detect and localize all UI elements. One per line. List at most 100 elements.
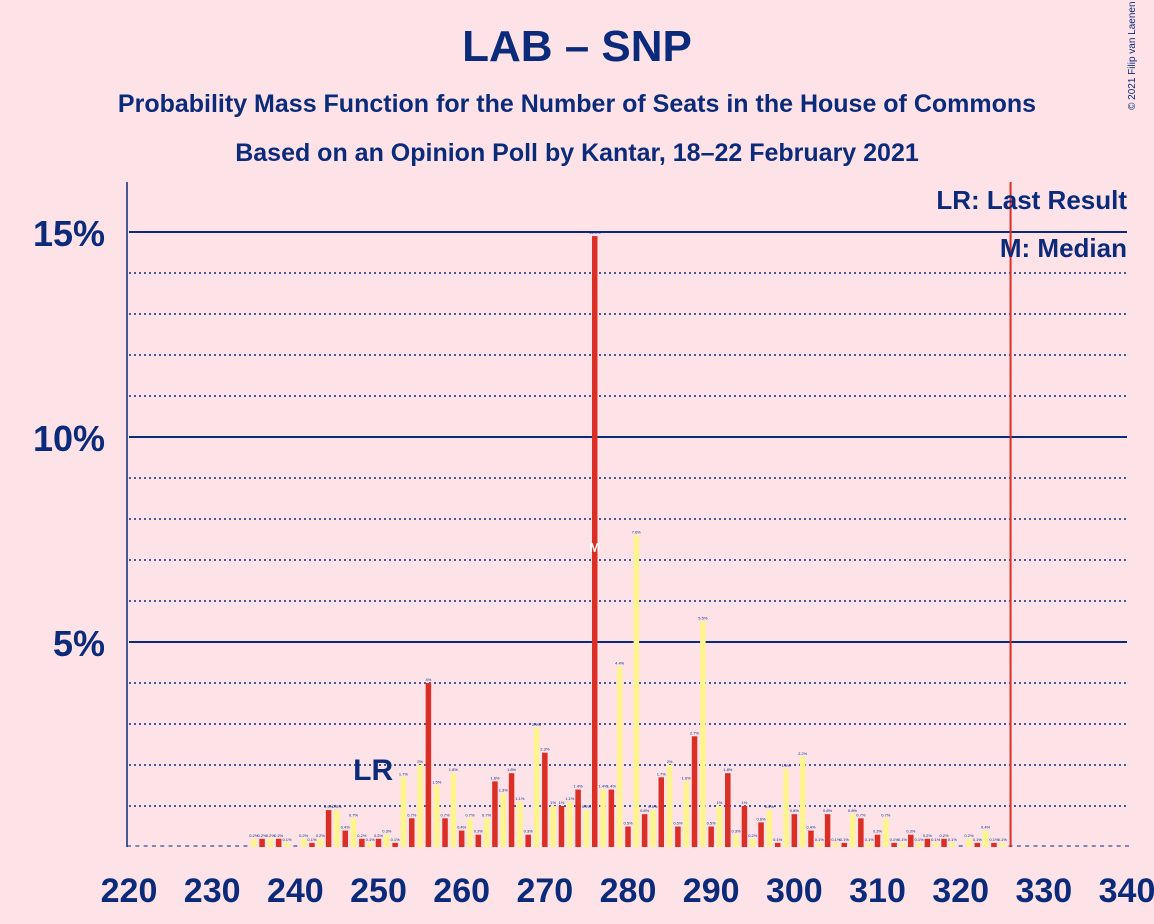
x-tick-label: 290	[683, 872, 740, 910]
bar	[783, 769, 789, 847]
x-tick-label: 260	[433, 872, 490, 910]
bar-value-label: 0.1%	[948, 837, 958, 842]
bar-value-label: 2%	[667, 759, 673, 764]
bar-value-label: 0.1%	[915, 837, 925, 842]
bar-value-label: 1.5%	[432, 780, 442, 785]
bar	[999, 842, 1005, 847]
bar-value-label: 0.2%	[374, 833, 384, 838]
bar	[409, 818, 415, 847]
bar-value-label: 2.3%	[540, 747, 550, 752]
bar	[567, 801, 573, 847]
bar	[625, 826, 631, 847]
x-tick-label: 220	[101, 872, 158, 910]
bar	[683, 781, 689, 847]
bar	[492, 781, 498, 847]
bar	[666, 765, 673, 847]
bar	[816, 842, 823, 847]
legend-last-result: LR: Last Result	[936, 185, 1127, 215]
median-marker: M	[589, 540, 600, 555]
bar	[591, 236, 598, 848]
bar-value-label: 0.8%	[823, 808, 833, 813]
bar	[550, 806, 556, 847]
bar	[758, 822, 764, 847]
bar	[608, 789, 615, 847]
bar-value-label: 0.1%	[865, 837, 875, 842]
bar-value-label: 0.3%	[732, 829, 742, 834]
bar-value-label: 1.6%	[490, 775, 500, 780]
bar-value-label: 0.7%	[881, 812, 891, 817]
bar-value-label: 1.9%	[781, 763, 791, 768]
bar	[966, 838, 972, 847]
bar	[542, 752, 548, 847]
bar	[359, 838, 365, 847]
bar-value-label: 2.7%	[690, 730, 700, 735]
bar-value-label: 0.1%	[840, 837, 850, 842]
bar-value-label: 0.1%	[815, 837, 825, 842]
bar-value-label: 0.7%	[349, 812, 359, 817]
bar-value-label: 1.7%	[657, 771, 667, 776]
bar	[658, 777, 665, 847]
bar-value-label: 0.2%	[249, 833, 259, 838]
bar-value-label: 0.9%	[648, 804, 658, 809]
bar	[908, 834, 914, 847]
bar-value-label: 0.3%	[906, 829, 916, 834]
bar-value-label: 0.6%	[757, 816, 767, 821]
bar	[808, 830, 814, 847]
bar	[866, 842, 872, 847]
bar-value-label: 0.2%	[923, 833, 933, 838]
bar-value-label: 0.1%	[307, 837, 317, 842]
bar	[891, 842, 897, 847]
bar-value-label: 0.4%	[341, 825, 351, 830]
bar	[650, 810, 656, 847]
bar-value-label: 0.8%	[640, 808, 650, 813]
bar-value-label: 0.1%	[998, 837, 1008, 842]
bar-value-label: 0.9%	[582, 804, 592, 809]
bar	[982, 830, 989, 847]
bar-value-label: 0.2%	[964, 833, 974, 838]
bar-value-label: 0.2%	[748, 833, 758, 838]
bar	[916, 842, 922, 847]
bar	[325, 810, 332, 847]
gridlines	[127, 231, 1129, 847]
chart-title: LAB – SNP	[462, 22, 692, 71]
bar	[300, 838, 307, 847]
bar	[367, 842, 373, 847]
bar	[475, 834, 482, 847]
bar-value-label: 2.9%	[532, 722, 542, 727]
bars: 0.2% 0.2%0.1%0.9%0.4%0.2% 0.2%0.1%0.7%4%0.…	[249, 230, 1008, 848]
bar-value-label: 1%	[559, 800, 565, 805]
bar	[342, 830, 348, 847]
bar-value-label: 0.8%	[848, 808, 858, 813]
bar-value-label: 1.4%	[574, 784, 584, 789]
bar-value-label: 0.7%	[407, 812, 417, 817]
bar-value-label: 2%	[417, 759, 423, 764]
x-tick-label: 230	[184, 872, 241, 910]
bar-value-label: 1.8%	[507, 767, 517, 772]
bar-value-label: 0.1%	[973, 837, 983, 842]
bar	[600, 789, 606, 847]
bar	[483, 818, 490, 847]
bar-value-label: 1.8%	[449, 767, 459, 772]
bar	[991, 842, 997, 847]
x-tick-label: 330	[1015, 872, 1072, 910]
bar-value-label: 7.6%	[632, 529, 642, 534]
bar-value-label: 0.4%	[806, 825, 816, 830]
bar-value-label: 1.4%	[598, 784, 608, 789]
bar-value-label: 0.1%	[898, 837, 908, 842]
bar	[949, 842, 956, 847]
bar	[267, 838, 274, 847]
bar	[799, 756, 806, 847]
bar	[508, 773, 515, 847]
bar	[675, 826, 681, 847]
bar-value-label: 0.1%	[931, 837, 941, 842]
bar	[691, 736, 698, 847]
bar	[433, 785, 440, 847]
bar-value-label: 2.2%	[798, 751, 808, 756]
bar-value-label: 0.3%	[524, 829, 534, 834]
bar	[708, 826, 714, 847]
bar	[941, 838, 947, 847]
bar-value-label: 0.1%	[989, 837, 999, 842]
bar	[425, 683, 432, 847]
bar-value-label: 0.9%	[324, 804, 334, 809]
